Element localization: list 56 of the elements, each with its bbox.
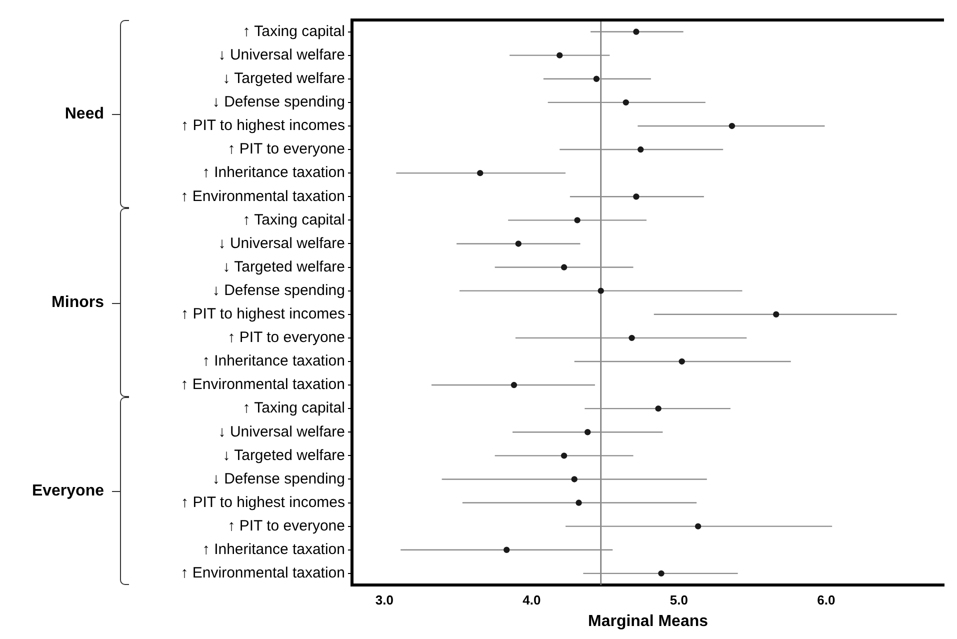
point [728,122,736,130]
y-tick-label: ↓ Targeted welfare [222,446,345,464]
y-tick-label: ↑ Environmental taxation [180,564,345,582]
point [694,523,702,530]
y-tick-label: ↓ Targeted welfare [222,70,345,88]
y-tick-label: ↓ Universal welfare [218,46,345,64]
y-tick-label: ↑ Taxing capital [242,22,345,40]
y-tick-label: ↑ PIT to highest incomes [181,117,345,134]
point [560,264,568,270]
point [773,311,780,318]
y-tick-label: ↓ Defense spending [212,94,345,111]
x-tick-label: 4.0 [522,592,541,608]
y-tick-label: ↑ PIT to everyone [228,517,345,534]
point [574,217,580,224]
point [678,358,685,365]
point [622,99,630,106]
y-tick-label: ↓ Defense spending [212,282,345,299]
x-axis-title: Marginal Means [588,612,708,630]
point [584,429,591,436]
y-tick-label: ↑ Inheritance taxation [202,164,345,182]
y-tick-label: ↑ Environmental taxation [180,188,345,205]
y-tick-label: ↓ Universal welfare [218,423,345,440]
point [571,476,578,482]
point [638,146,644,153]
x-tick-label: 3.0 [375,592,394,608]
point [628,334,635,342]
point [477,170,484,176]
point [515,240,522,247]
point [510,382,518,388]
y-tick-label: ↑ PIT to highest incomes [181,494,345,511]
y-tick-label: ↑ Environmental taxation [180,376,345,394]
y-tick-label: ↑ PIT to everyone [228,329,345,346]
point [593,76,600,82]
x-tick-label: 6.0 [817,592,836,608]
y-tick-label: ↑ Taxing capital [242,400,345,417]
point [655,405,662,412]
point [658,570,664,577]
y-tick-label: ↑ PIT to highest incomes [181,306,345,323]
x-tick-label: 5.0 [670,592,688,608]
point [504,546,510,553]
text: Everyone [32,482,104,500]
y-tick-label: ↓ Defense spending [212,470,345,488]
point [633,194,640,200]
point [576,500,582,506]
y-tick-label: ↑ PIT to everyone [228,140,345,158]
y-tick-label: ↑ Inheritance taxation [202,352,345,370]
point [598,288,604,294]
point [633,28,640,35]
point [556,52,563,58]
y-tick-label: ↓ Universal welfare [218,234,345,252]
y-tick-label: ↓ Targeted welfare [222,258,345,276]
point [560,452,568,459]
text: Minors [52,294,104,312]
y-tick-label: ↑ Inheritance taxation [202,541,345,558]
y-tick-label: ↑ Taxing capital [242,211,345,228]
text: Need [64,106,104,123]
